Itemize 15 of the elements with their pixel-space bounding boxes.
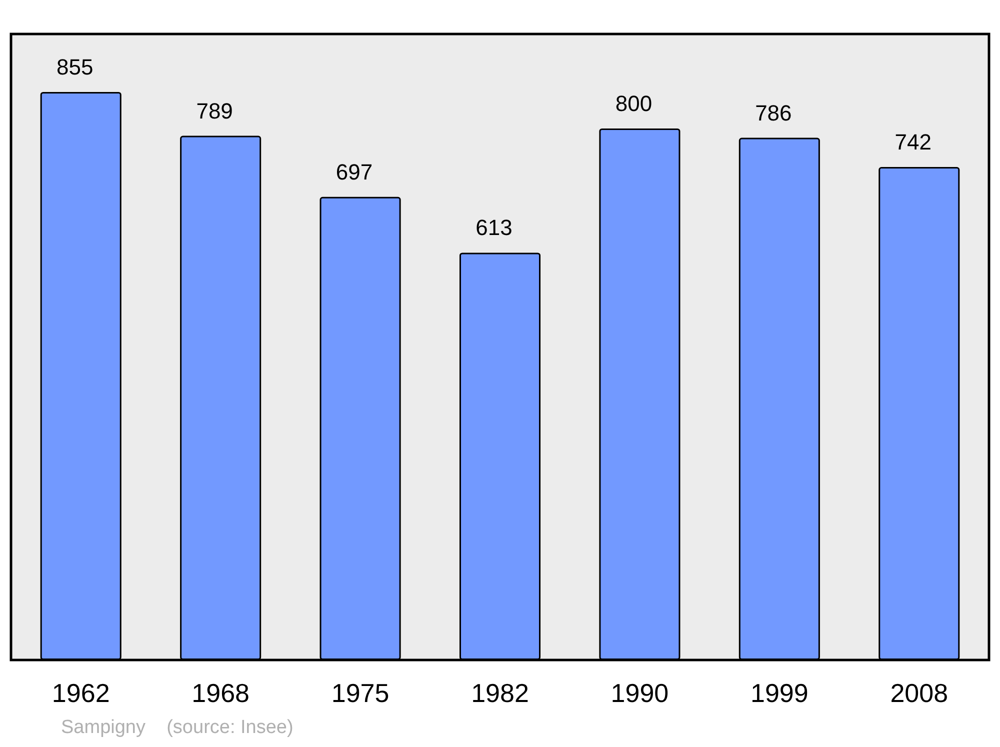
x-tick-label: 1962 [52,678,110,708]
data-label: 800 [615,90,652,116]
data-label: 786 [755,100,792,126]
x-tick-label: 1968 [192,678,250,708]
x-tick-label: 1975 [331,678,390,708]
data-label: 789 [196,98,233,124]
data-label: 613 [476,215,512,240]
text: Sampigny (source: Insee) [61,717,294,738]
x-tick-label: 2008 [890,678,948,708]
data-label: 855 [56,54,94,80]
x-tick-label: 1999 [750,678,808,708]
data-label: 697 [336,159,373,184]
data-label: 742 [894,130,932,155]
x-tick-label: 1990 [610,678,669,708]
x-tick-label: 1982 [471,678,529,708]
